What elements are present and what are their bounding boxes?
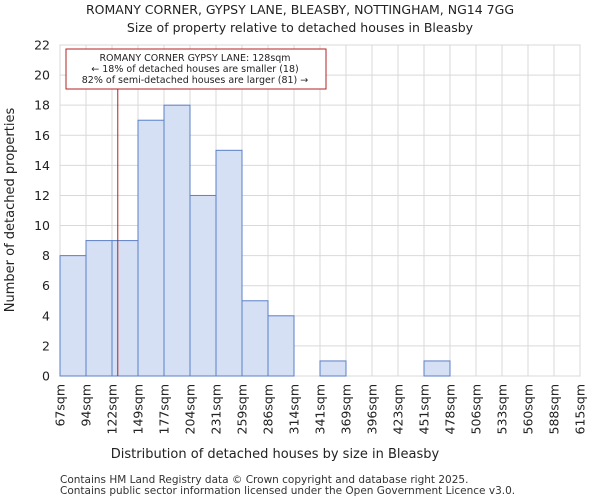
y-tick-label: 10 <box>34 218 50 233</box>
y-tick-label: 8 <box>42 248 50 263</box>
x-tick-label: 588sqm <box>547 384 562 434</box>
bar <box>85 240 113 377</box>
bar <box>215 149 243 377</box>
x-tick-label: 451sqm <box>417 384 432 434</box>
annotation-line-1: ROMANY CORNER GYPSY LANE: 128sqm <box>99 53 290 64</box>
x-tick-label: 286sqm <box>261 384 276 434</box>
bar <box>267 315 295 377</box>
x-tick-label: 560sqm <box>521 384 536 434</box>
y-tick-label: 22 <box>34 38 50 53</box>
bar <box>137 119 165 377</box>
bar <box>111 240 139 377</box>
y-tick-label: 20 <box>34 68 50 83</box>
bars <box>59 104 451 377</box>
annotation-box: ROMANY CORNER GYPSY LANE: 128sqm ← 18% o… <box>65 48 327 90</box>
y-tick-label: 18 <box>34 98 50 113</box>
y-tick-labels: 0 2 4 6 8 10 12 14 16 18 20 22 <box>34 38 50 384</box>
y-tick-label: 12 <box>34 188 50 203</box>
x-tick-label: 423sqm <box>391 384 406 434</box>
x-tick-label: 478sqm <box>443 384 458 434</box>
x-tick-label: 341sqm <box>313 384 328 434</box>
x-tick-labels: 67sqm 94sqm 122sqm 149sqm 177sqm 204sqm 231sqm… <box>53 384 588 434</box>
x-tick-label: 231sqm <box>209 384 224 434</box>
y-tick-label: 14 <box>34 158 50 173</box>
x-tick-label: 259sqm <box>235 384 250 434</box>
y-tick-label: 16 <box>34 128 50 143</box>
bar <box>189 194 217 377</box>
x-tick-label: 94sqm <box>79 384 94 427</box>
footer-line-1: Contains HM Land Registry data © Crown c… <box>60 474 468 486</box>
y-tick-label: 4 <box>42 308 50 323</box>
x-axis-label: Distribution of detached houses by size … <box>111 447 440 462</box>
x-tick-label: 67sqm <box>53 384 68 427</box>
x-tick-label: 615sqm <box>573 384 588 434</box>
annotation-line-3: 82% of semi-detached houses are larger (… <box>82 75 309 86</box>
footer-line-2: Contains public sector information licen… <box>60 485 515 497</box>
x-tick-label: 396sqm <box>365 384 380 434</box>
bar <box>241 300 269 377</box>
bar <box>423 360 451 377</box>
x-tick-label: 149sqm <box>131 384 146 434</box>
y-axis-label: Number of detached properties <box>3 108 18 313</box>
y-tick-label: 6 <box>42 278 50 293</box>
chart-subtitle: Size of property relative to detached ho… <box>127 20 474 35</box>
y-tick-label: 2 <box>42 338 50 353</box>
x-tick-label: 314sqm <box>287 384 302 434</box>
x-tick-label: 122sqm <box>105 384 120 434</box>
x-tick-label: 533sqm <box>495 384 510 434</box>
x-tick-label: 204sqm <box>183 384 198 434</box>
bar <box>319 360 347 377</box>
y-tick-label: 0 <box>42 369 50 384</box>
x-tick-label: 177sqm <box>157 384 172 434</box>
chart-title: ROMANY CORNER, GYPSY LANE, BLEASBY, NOTT… <box>86 2 514 17</box>
x-tick-label: 369sqm <box>339 384 354 434</box>
bar <box>59 255 87 377</box>
bar <box>163 104 191 377</box>
annotation-line-2: ← 18% of detached houses are smaller (18… <box>91 64 298 75</box>
x-tick-label: 506sqm <box>469 384 484 434</box>
annotation-frame <box>65 48 327 90</box>
